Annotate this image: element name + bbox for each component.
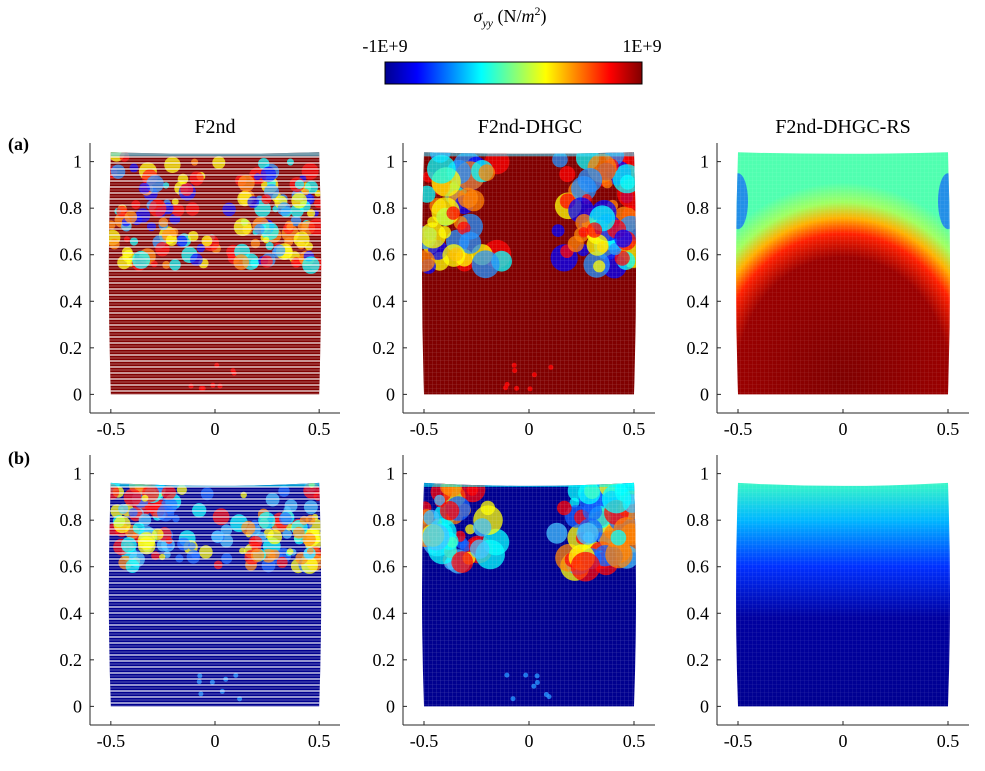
y-tick-label: 0.6 (687, 557, 710, 577)
y-tick-label: 0 (386, 696, 395, 716)
column-title-f2nd-dhgc-rs: F2nd-DHGC-RS (775, 116, 911, 138)
y-tick-label: 0.8 (60, 510, 83, 530)
heatmap-field (422, 482, 636, 707)
y-tick-label: 0.6 (373, 557, 396, 577)
x-tick-label: -0.5 (97, 731, 126, 751)
x-tick-label: 0.5 (308, 731, 331, 751)
column-title-f2nd: F2nd (194, 116, 235, 138)
y-tick-label: 0.8 (373, 510, 396, 530)
panel-label-b: (b) (8, 448, 30, 469)
subplot-4: -0.5 0 0.5 0 0.2 0.4 0.6 0.8 1 (60, 455, 340, 751)
subplot-1: -0.5 0 0.5 0 0.2 0.4 0.6 0.8 1 (60, 143, 340, 439)
y-tick-label: 0.4 (60, 603, 83, 623)
y-tick-label: 0.4 (687, 603, 710, 623)
x-tick-label: 0 (211, 731, 220, 751)
y-tick-label: 0 (386, 384, 395, 404)
heatmap-field (108, 482, 322, 707)
y-tick-label: 0 (73, 696, 82, 716)
y-tick-label: 0.4 (373, 603, 396, 623)
y-tick-label: 1 (386, 152, 395, 172)
colorbar-min-label: -1E+9 (362, 36, 407, 56)
y-tick-label: 0.2 (687, 338, 710, 358)
subplot-2: -0.5 0 0.5 0 0.2 0.4 0.6 0.8 1 (373, 143, 655, 439)
x-tick-label: 0 (211, 419, 220, 439)
heatmap-field (736, 482, 950, 707)
y-tick-label: 1 (73, 152, 82, 172)
heatmap-field (422, 152, 636, 395)
x-tick-label: -0.5 (410, 419, 439, 439)
x-tick-label: 0.5 (308, 419, 331, 439)
y-tick-label: 1 (386, 464, 395, 484)
y-tick-label: 0 (700, 696, 709, 716)
y-tick-label: 0.6 (373, 245, 396, 265)
y-tick-label: 1 (73, 464, 82, 484)
subplot-5: -0.5 0 0.5 0 0.2 0.4 0.6 0.8 1 (373, 455, 655, 751)
y-tick-label: 0.2 (687, 650, 710, 670)
x-tick-label: 0.5 (937, 731, 960, 751)
subplot-grid: -0.5 0 0.5 0 0.2 0.4 0.6 0.8 1 -0.5 0 0.5 0 0.2 0.4 0.6… (60, 143, 969, 751)
colorbar-max-label: 1E+9 (622, 36, 661, 56)
y-tick-label: 0 (700, 384, 709, 404)
subplot-6: -0.5 0 0.5 0 0.2 0.4 0.6 0.8 1 (687, 455, 969, 751)
x-tick-label: -0.5 (724, 731, 753, 751)
heatmap-field (108, 152, 322, 395)
y-tick-label: 1 (700, 152, 709, 172)
y-tick-label: 0 (73, 384, 82, 404)
x-tick-label: 0 (839, 419, 848, 439)
y-tick-label: 0.2 (373, 338, 396, 358)
x-tick-label: -0.5 (97, 419, 126, 439)
x-tick-label: -0.5 (410, 731, 439, 751)
y-tick-label: 0.8 (687, 198, 710, 218)
x-tick-label: 0.5 (623, 419, 646, 439)
y-tick-label: 0.4 (60, 291, 83, 311)
colorbar-label: σyy (N/m2) (473, 4, 546, 30)
panel-label-a: (a) (8, 134, 29, 155)
x-tick-label: 0 (525, 731, 534, 751)
y-tick-label: 0.2 (373, 650, 396, 670)
colorbar: σyy (N/m2) -1E+9 1E+9 (362, 4, 662, 85)
y-tick-label: 1 (700, 464, 709, 484)
subplot-3: -0.5 0 0.5 0 0.2 0.4 0.6 0.8 1 (687, 143, 969, 439)
y-tick-label: 0.6 (60, 245, 83, 265)
y-tick-label: 0.8 (687, 510, 710, 530)
y-tick-label: 0.6 (687, 245, 710, 265)
y-tick-label: 0.4 (687, 291, 710, 311)
column-title-f2nd-dhgc: F2nd-DHGC (478, 116, 582, 138)
x-tick-label: 0.5 (937, 419, 960, 439)
y-tick-label: 0.2 (60, 650, 83, 670)
y-tick-label: 0.4 (373, 291, 396, 311)
x-tick-label: 0 (525, 419, 534, 439)
heatmap-field (736, 152, 950, 395)
x-tick-label: 0 (839, 731, 848, 751)
y-tick-label: 0.8 (373, 198, 396, 218)
x-tick-label: 0.5 (623, 731, 646, 751)
x-tick-label: -0.5 (724, 419, 753, 439)
y-tick-label: 0.2 (60, 338, 83, 358)
y-tick-label: 0.8 (60, 198, 83, 218)
y-tick-label: 0.6 (60, 557, 83, 577)
colorbar-gradient (384, 61, 643, 85)
